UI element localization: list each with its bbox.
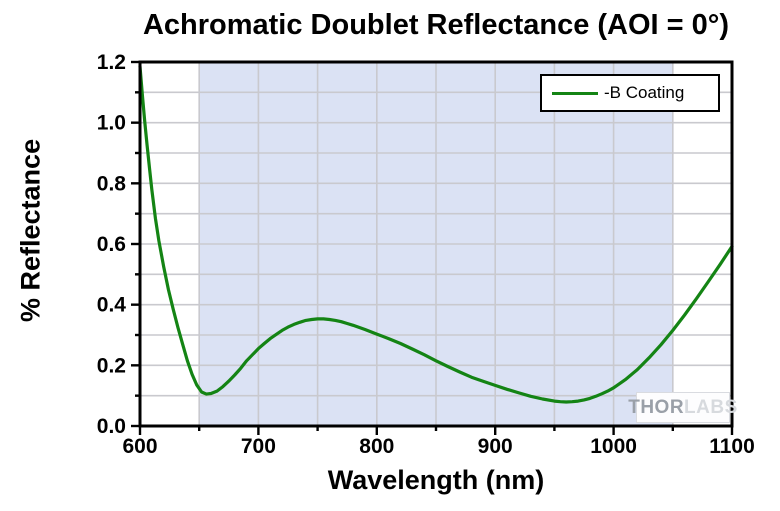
y-tick-label: 0.0 bbox=[97, 415, 126, 438]
y-tick-label: 0.8 bbox=[97, 172, 127, 195]
reflectance-curve bbox=[138, 64, 734, 404]
y-tick-label: 1.0 bbox=[97, 112, 126, 135]
thorlabs-watermark: THOR LABS bbox=[628, 392, 737, 423]
y-tick-label: 0.6 bbox=[97, 233, 126, 256]
y-tick-label: 0.2 bbox=[97, 354, 126, 377]
legend-line-sample bbox=[552, 91, 598, 95]
x-tick-label: 600 bbox=[122, 435, 157, 458]
x-tick-label: 900 bbox=[478, 435, 513, 458]
y-tick-label: 1.2 bbox=[97, 51, 126, 74]
y-tick-label: 0.4 bbox=[97, 294, 127, 317]
x-tick-label: 1100 bbox=[709, 435, 755, 458]
legend-series-label: -B Coating bbox=[604, 83, 685, 102]
watermark-thor-text: THOR bbox=[628, 396, 685, 418]
x-tick-label: 800 bbox=[359, 435, 394, 458]
x-tick-label: 1000 bbox=[590, 435, 637, 458]
chart-title: Achromatic Doublet Reflectance (AOI = 0°… bbox=[142, 9, 730, 41]
x-axis-label: Wavelength (nm) bbox=[327, 465, 545, 495]
x-tick-label: 700 bbox=[241, 435, 276, 458]
legend: -B Coating bbox=[540, 74, 720, 112]
watermark-labs-text: LABS bbox=[684, 396, 738, 418]
